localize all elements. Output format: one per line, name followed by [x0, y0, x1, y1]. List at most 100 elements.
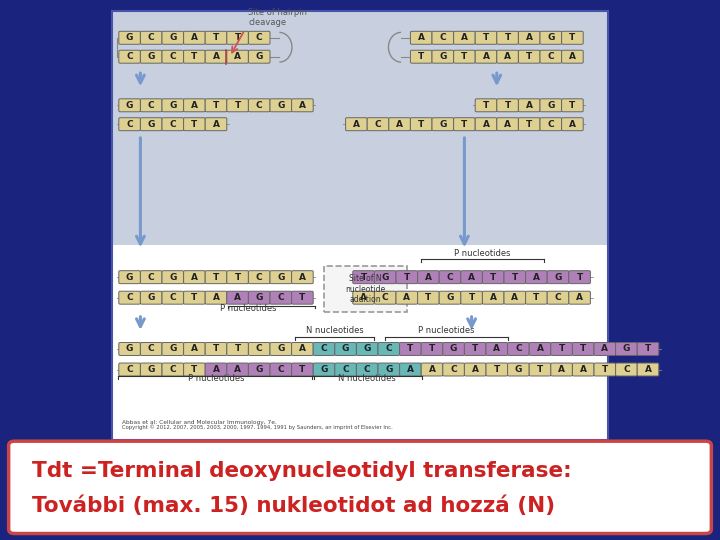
Text: C: C [277, 293, 284, 302]
FancyBboxPatch shape [439, 271, 461, 284]
Text: G: G [277, 273, 284, 282]
Text: A: A [482, 52, 490, 61]
FancyBboxPatch shape [162, 31, 184, 44]
FancyBboxPatch shape [353, 271, 374, 284]
FancyBboxPatch shape [184, 118, 205, 131]
FancyBboxPatch shape [562, 31, 583, 44]
Text: G: G [382, 273, 389, 282]
FancyBboxPatch shape [324, 266, 407, 312]
Text: Copyright © 2012, 2007, 2005, 2003, 2000, 1997, 1994, 1991 by Saunders, an impri: Copyright © 2012, 2007, 2005, 2003, 2000… [122, 424, 393, 430]
Text: A: A [234, 52, 241, 61]
Text: G: G [277, 345, 284, 354]
FancyBboxPatch shape [616, 342, 637, 355]
Text: C: C [342, 365, 349, 374]
Text: A: A [558, 365, 565, 374]
Text: G: G [126, 101, 133, 110]
Text: G: G [148, 365, 155, 374]
FancyBboxPatch shape [184, 271, 205, 284]
FancyBboxPatch shape [227, 31, 248, 44]
FancyBboxPatch shape [475, 50, 497, 63]
Text: G: G [623, 345, 630, 354]
Text: A: A [360, 293, 367, 302]
Text: A: A [212, 120, 220, 129]
FancyBboxPatch shape [140, 291, 162, 304]
Text: C: C [450, 365, 457, 374]
FancyBboxPatch shape [119, 118, 140, 131]
FancyBboxPatch shape [497, 118, 518, 131]
FancyBboxPatch shape [270, 342, 292, 355]
Text: G: G [126, 345, 133, 354]
Text: C: C [382, 293, 389, 302]
FancyBboxPatch shape [140, 363, 162, 376]
FancyBboxPatch shape [475, 99, 497, 112]
FancyBboxPatch shape [569, 271, 590, 284]
Text: G: G [126, 273, 133, 282]
Text: G: G [148, 52, 155, 61]
FancyBboxPatch shape [569, 291, 590, 304]
FancyBboxPatch shape [475, 118, 497, 131]
Text: A: A [468, 273, 475, 282]
Text: A: A [191, 273, 198, 282]
Text: G: G [148, 120, 155, 129]
Text: A: A [418, 33, 425, 42]
FancyBboxPatch shape [374, 271, 396, 284]
Text: A: A [504, 120, 511, 129]
FancyBboxPatch shape [454, 31, 475, 44]
Text: T: T [570, 33, 575, 42]
Text: G: G [439, 52, 446, 61]
Text: G: G [450, 345, 457, 354]
FancyBboxPatch shape [518, 50, 540, 63]
Text: C: C [126, 293, 133, 302]
FancyBboxPatch shape [119, 99, 140, 112]
Text: A: A [569, 52, 576, 61]
FancyBboxPatch shape [9, 441, 711, 534]
FancyBboxPatch shape [248, 99, 270, 112]
FancyBboxPatch shape [421, 363, 443, 376]
Text: A: A [526, 33, 533, 42]
FancyBboxPatch shape [292, 271, 313, 284]
FancyBboxPatch shape [184, 31, 205, 44]
Text: C: C [256, 101, 263, 110]
Text: A: A [580, 365, 587, 374]
FancyBboxPatch shape [594, 363, 616, 376]
Text: A: A [504, 52, 511, 61]
FancyBboxPatch shape [439, 291, 461, 304]
Text: A: A [576, 293, 583, 302]
FancyBboxPatch shape [547, 271, 569, 284]
Text: A: A [299, 273, 306, 282]
Text: P nucleotides: P nucleotides [418, 326, 474, 335]
Text: G: G [256, 293, 263, 302]
Text: C: C [148, 33, 155, 42]
FancyBboxPatch shape [292, 99, 313, 112]
Text: T: T [494, 365, 500, 374]
Text: C: C [148, 273, 155, 282]
FancyBboxPatch shape [432, 31, 454, 44]
FancyBboxPatch shape [248, 291, 270, 304]
FancyBboxPatch shape [112, 11, 608, 245]
Text: C: C [439, 33, 446, 42]
FancyBboxPatch shape [562, 99, 583, 112]
FancyBboxPatch shape [227, 291, 248, 304]
Text: T: T [418, 120, 424, 129]
Text: T: T [192, 293, 197, 302]
FancyBboxPatch shape [418, 271, 439, 284]
FancyBboxPatch shape [486, 363, 508, 376]
FancyBboxPatch shape [464, 342, 486, 355]
Text: T: T [534, 293, 539, 302]
FancyBboxPatch shape [112, 245, 608, 440]
FancyBboxPatch shape [140, 271, 162, 284]
Text: N nucleotides: N nucleotides [338, 374, 396, 383]
Text: C: C [277, 365, 284, 374]
FancyBboxPatch shape [421, 342, 443, 355]
Text: C: C [256, 345, 263, 354]
FancyBboxPatch shape [162, 291, 184, 304]
Text: T: T [235, 33, 240, 42]
Text: C: C [169, 52, 176, 61]
Text: N nucleotides: N nucleotides [306, 326, 364, 335]
FancyBboxPatch shape [205, 50, 227, 63]
Text: T: T [462, 52, 467, 61]
FancyBboxPatch shape [540, 31, 562, 44]
FancyBboxPatch shape [335, 363, 356, 376]
Text: C: C [169, 365, 176, 374]
FancyBboxPatch shape [637, 342, 659, 355]
